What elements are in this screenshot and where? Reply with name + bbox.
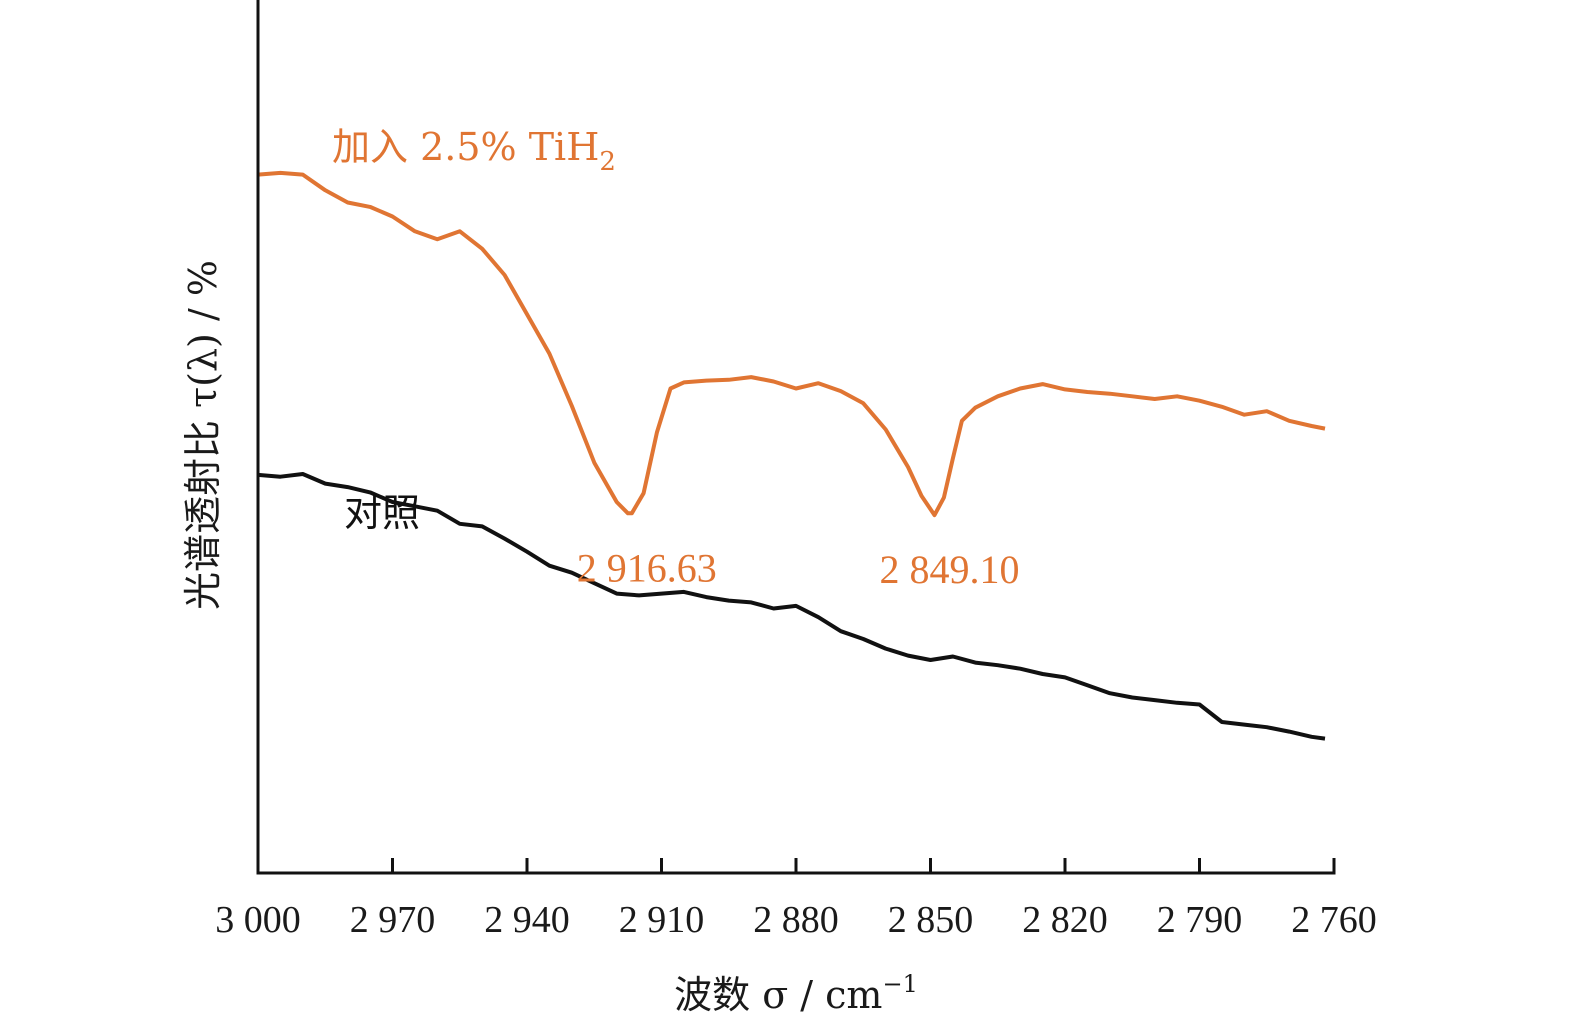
x-tick-label: 2 940	[484, 899, 570, 941]
x-ticks	[256, 858, 1336, 873]
y-axis-title: 光谱透射比 τ(λ) / %	[181, 260, 225, 610]
peak-annotation-1: 2 916.63	[577, 545, 717, 590]
annotation-layer: 2 916.63 2 849.10	[577, 545, 1020, 592]
series-label-layer: 加入 2.5% TiH2 对照	[332, 125, 616, 535]
x-axis-title: 波数 σ / cm−1	[674, 970, 918, 1017]
series-line-2	[257, 472, 1326, 741]
x-tick-label: 2 790	[1157, 899, 1243, 941]
x-tick-label: 3 000	[215, 899, 301, 941]
peak-annotation-2: 2 849.10	[880, 547, 1020, 592]
series-line-1	[257, 170, 1326, 518]
series-label-1: 加入 2.5% TiH2	[332, 125, 616, 177]
x-tick-label: 2 970	[350, 899, 436, 941]
x-tick-label: 2 760	[1291, 899, 1377, 941]
x-tick-label: 2 910	[619, 899, 705, 941]
plot-area: 3 000 2 970 2 940 2 910 2 880 2 850 2 820 2 790…	[215, 0, 1377, 941]
x-tick-labels: 3 000 2 970 2 940 2 910 2 880 2 850 2 820 2 790…	[215, 899, 1377, 941]
series-layer	[257, 170, 1326, 741]
x-tick-label: 2 880	[753, 899, 839, 941]
x-tick-label: 2 850	[888, 899, 974, 941]
series-label-2: 对照	[344, 491, 420, 535]
x-tick-label: 2 820	[1022, 899, 1108, 941]
